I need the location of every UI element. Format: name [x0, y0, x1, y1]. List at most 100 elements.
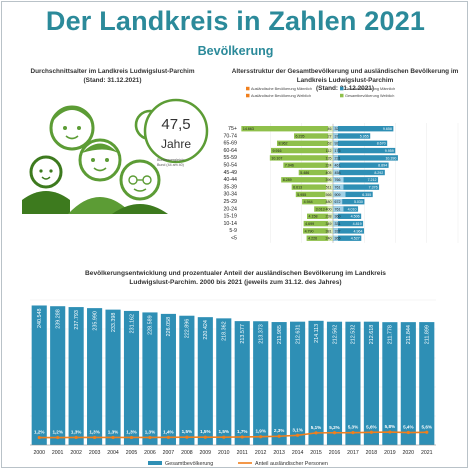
- percent-label: 1,5%: [219, 429, 229, 434]
- bar-female-foreign: [327, 206, 333, 212]
- legend-swatch-bars: [148, 461, 162, 465]
- bar-male-foreign: [333, 235, 339, 241]
- year-label: 2021: [421, 450, 433, 456]
- percent-point: [111, 435, 115, 440]
- data-label: 4.819: [353, 222, 362, 226]
- percent-label: 1,3%: [71, 429, 81, 434]
- bar-female-total: [294, 133, 333, 139]
- percent-label: 1,2%: [34, 430, 44, 435]
- population-label: 211.778: [388, 325, 394, 344]
- percent-point: [388, 430, 392, 434]
- data-label: 27: [328, 134, 332, 138]
- bar-male-foreign: [333, 199, 343, 205]
- percent-label: 3,1%: [292, 427, 302, 432]
- bar-male-foreign: [333, 191, 346, 198]
- data-label: 62: [328, 142, 332, 146]
- data-label: 4.944: [304, 200, 313, 204]
- data-label: 761: [335, 186, 341, 190]
- population-bar: [142, 312, 158, 445]
- data-label: 10.107: [271, 156, 282, 160]
- year-label: 2007: [163, 450, 175, 456]
- population-label: 235.990: [92, 311, 98, 331]
- percent-label: 1,5%: [200, 429, 210, 434]
- bar-female-total: [295, 191, 333, 198]
- data-label: 92: [335, 142, 339, 146]
- bar-male-total: [333, 133, 371, 139]
- year-label: 2000: [33, 450, 45, 456]
- population-bar: [31, 305, 47, 445]
- bar-female-total: [241, 126, 333, 132]
- population-bar: [419, 322, 435, 445]
- bar-male-total: [333, 220, 364, 227]
- population-label: 212.532: [351, 325, 357, 345]
- percent-point: [351, 431, 355, 435]
- data-label: 480: [326, 200, 332, 204]
- year-label: 2002: [70, 450, 82, 456]
- population-bar: [253, 321, 269, 445]
- pyramid-subtitle: (Stand: 31.12.2021): [316, 85, 374, 93]
- age-group-label: 35-39: [223, 184, 237, 190]
- bar-female-foreign: [328, 162, 333, 168]
- year-label: 2012: [255, 450, 267, 456]
- avg-age-title: Durchschnittsalter im Landkreis Ludwigsl…: [10, 68, 215, 85]
- population-label: 211.985: [277, 325, 283, 344]
- year-label: 2020: [403, 450, 415, 456]
- legend-label: Gesamtbevölkerung Weiblich: [345, 94, 394, 98]
- population-bar: [363, 321, 379, 445]
- data-label: 240: [326, 237, 332, 241]
- bar-male-total: [333, 191, 373, 198]
- population-label: 212.562: [332, 325, 338, 345]
- bar-female-total: [298, 169, 333, 176]
- data-label: 224: [326, 164, 332, 168]
- percent-label: 1,7%: [237, 429, 247, 434]
- bar-male-foreign: [333, 147, 338, 154]
- data-label: 32: [335, 127, 339, 131]
- bar-female-total: [306, 235, 333, 241]
- population-label: 240.548: [37, 308, 43, 328]
- percent-label: 1,9%: [255, 429, 265, 434]
- percent-point: [240, 435, 244, 439]
- bar-female-foreign: [328, 147, 333, 154]
- bar-female-foreign: [327, 169, 333, 176]
- percent-label: 5,8%: [385, 424, 395, 429]
- age-group-label: 50-54: [223, 163, 237, 169]
- population-label: 213.577: [240, 324, 246, 344]
- age-group-label: 20-24: [223, 206, 237, 212]
- data-label: 4.158: [309, 215, 318, 219]
- data-label: 766: [335, 178, 341, 182]
- pyramid-title: Altersstruktur der Gesamtbevölkerung und…: [230, 68, 460, 94]
- development-title-line2: Ludwigslust-Parchim. 2000 bis 2021 (jewe…: [129, 278, 342, 286]
- bar-male-total: [333, 177, 379, 183]
- percent-point: [332, 431, 337, 435]
- bar-female-total: [314, 206, 333, 212]
- percent-point: [259, 435, 263, 439]
- bar-female-total: [302, 199, 333, 205]
- age-group-label: 30-34: [223, 192, 237, 198]
- legend-swatch: [246, 86, 250, 91]
- data-label: 9.959: [385, 149, 394, 153]
- percent-label: 1,4%: [163, 429, 173, 434]
- percent-label: 5,3%: [348, 425, 358, 430]
- bar-female-foreign: [327, 228, 333, 234]
- data-label: 14.663: [243, 127, 254, 131]
- percent-point: [185, 435, 189, 439]
- bar-male-foreign: [333, 206, 344, 212]
- bar-female-foreign: [328, 155, 333, 161]
- population-label: 212.631: [295, 325, 301, 345]
- year-label: 2017: [347, 450, 359, 456]
- bar-male-foreign: [333, 133, 338, 139]
- population-label: 231.162: [129, 314, 135, 334]
- bar-male-total: [333, 155, 398, 161]
- bar-male-foreign: [333, 140, 338, 146]
- bar-male-total: [333, 140, 388, 146]
- bar-female-total: [269, 155, 333, 161]
- data-label: 8.292: [374, 171, 383, 175]
- bar-male-total: [333, 184, 380, 190]
- population-label: 228.589: [148, 315, 154, 335]
- percent-point: [406, 430, 410, 435]
- population-label: 239.288: [55, 309, 61, 329]
- legend-label-bars: Gesamtbevölkerung: [165, 461, 213, 467]
- bar-female-total: [307, 213, 333, 219]
- year-label: 2018: [366, 450, 378, 456]
